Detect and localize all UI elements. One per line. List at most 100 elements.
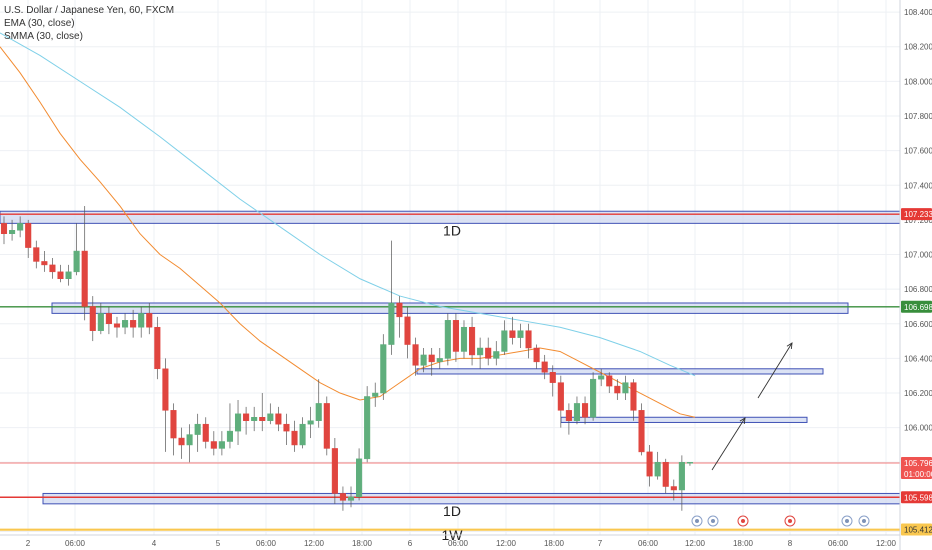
- price-tick-label: 106.600: [904, 320, 932, 329]
- candle-body: [138, 313, 145, 328]
- price-tick-label: 107.000: [904, 251, 932, 260]
- price-tick-label: 108.000: [904, 77, 932, 86]
- candle-body: [541, 361, 548, 373]
- price-tick-label: 106.200: [904, 389, 932, 398]
- candle-body: [17, 223, 24, 231]
- candle-body: [170, 410, 177, 439]
- candle-body: [646, 451, 653, 477]
- price-axis[interactable]: 108.400 108.200 108.000 107.800 107.600 107.4…: [899, 0, 932, 550]
- candle-body: [243, 413, 250, 421]
- projection-arrows: [711, 342, 793, 471]
- candle-body: [49, 264, 56, 273]
- candle-body: [452, 320, 459, 352]
- candle-body: [122, 320, 129, 328]
- time-tick-label: 06:00: [65, 539, 86, 548]
- candle-body: [81, 250, 88, 307]
- price-tick-label: 108.200: [904, 43, 932, 52]
- candle-body: [105, 313, 112, 325]
- candle-body: [670, 486, 677, 491]
- price-tick-label: 107.400: [904, 181, 932, 190]
- candle-body: [388, 302, 395, 345]
- candle-body: [606, 375, 613, 387]
- legend-smma: SMMA (30, close): [4, 31, 83, 42]
- candle-body: [315, 403, 322, 421]
- time-tick-label: 18:00: [352, 539, 373, 548]
- candle-body: [590, 378, 597, 418]
- moving-averages: [0, 32, 696, 418]
- event-marker-dot: [862, 519, 866, 523]
- time-tick-label: 6: [408, 539, 413, 548]
- horizontal-lines: [0, 213, 900, 531]
- candle-body: [267, 413, 274, 421]
- candle-body: [275, 413, 282, 425]
- zone-box: [416, 368, 824, 375]
- countdown-label: 01:00:00: [904, 470, 932, 479]
- time-tick-label: 12:00: [685, 539, 706, 548]
- candle-body: [493, 351, 500, 359]
- candle-body: [533, 347, 540, 363]
- candle-body: [654, 462, 661, 477]
- candle-body: [57, 271, 64, 280]
- time-tick-label: 12:00: [304, 539, 325, 548]
- time-tick-label: 12:00: [496, 539, 517, 548]
- arrow-line: [711, 417, 746, 471]
- time-tick-label: 4: [152, 539, 157, 548]
- candle-body: [525, 330, 532, 349]
- time-tick-label: 8: [788, 539, 793, 548]
- candle-body: [113, 323, 121, 328]
- candle-body: [226, 430, 234, 442]
- arrow-line: [757, 342, 793, 399]
- candle-body: [549, 371, 556, 383]
- time-tick-label: 5: [216, 539, 221, 548]
- candle-body: [469, 326, 476, 356]
- candle-body: [259, 417, 266, 421]
- candle-body: [557, 382, 564, 411]
- price-tick-label: 107.200: [904, 216, 932, 225]
- candle-body: [444, 320, 451, 359]
- price-tag-label: 107.233: [904, 210, 932, 219]
- arrow-head: [739, 417, 746, 425]
- price-tag-label: 105.796: [904, 459, 932, 468]
- candle-body: [89, 306, 96, 331]
- price-tick-label: 107.600: [904, 147, 932, 156]
- candle-body: [339, 493, 346, 501]
- candle-body: [347, 496, 355, 501]
- time-tick-label: 06:00: [638, 539, 659, 548]
- candle-body: [0, 223, 8, 234]
- candle-body: [412, 344, 419, 366]
- candle-body: [581, 403, 589, 418]
- candle-body: [380, 344, 387, 394]
- candle-body: [154, 326, 161, 370]
- price-tick-label: 106.400: [904, 354, 932, 363]
- candle-body: [73, 250, 80, 273]
- candle-body: [331, 448, 338, 494]
- candle-body: [234, 413, 242, 432]
- time-axis[interactable]: 2 06:00 4 5 06:00 12:00 18:00 6 06:00 12:00 18:00 7…: [0, 534, 900, 548]
- candle-body: [428, 354, 435, 363]
- time-tick-label: 18:00: [544, 539, 565, 548]
- candle-body: [9, 230, 16, 234]
- event-marker-dot: [845, 519, 849, 523]
- candle-body: [436, 358, 443, 363]
- legend-ema: EMA (30, close): [4, 18, 75, 29]
- event-marker-dot: [695, 519, 699, 523]
- price-tag-label: 105.412: [904, 525, 932, 534]
- candle-body: [678, 462, 685, 491]
- candle-body: [33, 247, 40, 262]
- candle-body: [686, 462, 694, 464]
- time-tick-label: 18:00: [733, 539, 754, 548]
- candle-body: [501, 330, 508, 352]
- chart-legend: U.S. Dollar / Japanese Yen, 60, FXCM EMA…: [4, 4, 174, 43]
- price-tick-label: 107.800: [904, 112, 932, 121]
- candle-body: [638, 410, 645, 453]
- price-tick-label: 108.400: [904, 8, 932, 17]
- event-marker-dot: [788, 519, 792, 523]
- time-tick-label: 06:00: [828, 539, 849, 548]
- candle-body: [307, 420, 314, 425]
- price-tag-label: 105.598: [904, 493, 932, 502]
- candle-body: [614, 385, 621, 394]
- zone-label: 1D: [443, 222, 461, 238]
- grid-lines: [0, 0, 900, 535]
- candle-body: [356, 458, 363, 498]
